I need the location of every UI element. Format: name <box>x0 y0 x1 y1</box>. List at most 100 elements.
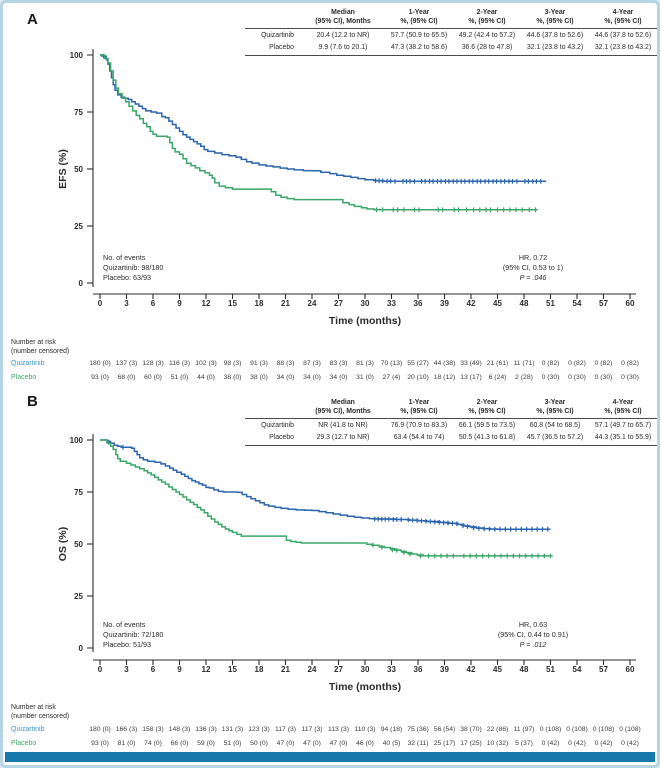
risk-value: 44 (38) <box>433 360 456 367</box>
x-tick-label: 48 <box>520 299 529 308</box>
risk-value: 17 (25) <box>460 740 482 747</box>
km-curve-placebo <box>100 54 538 211</box>
y-tick-label: 0 <box>79 644 84 653</box>
km-curve-quizartinib <box>100 54 547 183</box>
risk-value: 18 (12) <box>433 374 456 381</box>
risk-value: 55 (27) <box>407 360 429 367</box>
stats-value: NR (41.8 to NR) <box>318 421 368 429</box>
events-note-line: Quizartinib: 72/180 <box>103 629 164 639</box>
hr-note-line: HR, 0.72 <box>518 253 548 262</box>
risk-value: 6 (24) <box>488 374 507 381</box>
risk-value: 0 (42) <box>568 740 586 747</box>
x-tick-label: 9 <box>177 665 182 674</box>
risk-value: 81 (3) <box>356 360 374 367</box>
stats-column-header: 4-Year%, (95% CI) <box>589 8 657 30</box>
stats-value: 50.5 (41.3 to 61.8) <box>453 431 521 446</box>
stats-row-quizartinib: Quizartinib NR (41.8 to NR) 76.9 (70.9 to … <box>245 419 657 432</box>
risk-value: 59 (0) <box>197 740 215 747</box>
risk-value: 0 (42) <box>541 740 560 747</box>
stats-value: 49.2 (42.4 to 57.2) <box>458 31 516 39</box>
risk-value: 81 (0) <box>117 740 136 747</box>
stats-row-placebo: Placebo 9.9 (7.6 to 20.1) 47.3 (38.2 to 58… <box>245 41 657 56</box>
risk-value: 0 (108) <box>566 726 588 733</box>
efs-risk-row-quizartinib: Quizartinib 180 (0) 137 (3) 128 (3) 116 (3)… <box>3 360 657 370</box>
stats-value: 63.4 (54.4 to 74) <box>385 431 453 446</box>
stats-value: 45.7 (36.5 to 57.2) <box>521 431 589 446</box>
x-tick-label: 54 <box>573 665 582 674</box>
risk-value: 31 (0) <box>356 374 374 381</box>
risk-title-line: Number at risk <box>11 704 56 711</box>
stats-value: 44.6 (37.8 to 52.6) <box>594 31 652 39</box>
stats-value: 36.6 (28 to 47.8) <box>453 41 521 56</box>
stats-row-label: Quizartinib <box>261 421 294 429</box>
risk-value: 66 (0) <box>170 740 189 747</box>
risk-value: 148 (3) <box>168 726 191 733</box>
risk-value: 102 (3) <box>195 360 217 367</box>
panel-a-label: A <box>27 11 38 28</box>
y-tick-label: 100 <box>70 51 84 60</box>
risk-value: 110 (3) <box>354 726 376 733</box>
stats-value: 44.3 (35.1 to 55.9) <box>589 431 657 446</box>
stats-header-empty <box>245 8 301 30</box>
os-risk-row-quizartinib: Quizartinib 180 (0) 166 (3) 158 (3) 148 (3)… <box>3 726 657 736</box>
risk-value: 88 (3) <box>276 360 295 367</box>
risk-value: 13 (17) <box>460 374 482 381</box>
x-tick-label: 12 <box>202 299 211 308</box>
risk-value: 0 (42) <box>621 740 639 747</box>
efs-risk-title: Number at risk (number censored) <box>11 338 69 357</box>
risk-value: 70 (13) <box>380 360 403 367</box>
censor-marks-quizartinib <box>101 53 544 184</box>
x-tick-label: 42 <box>467 665 476 674</box>
risk-value: 83 (3) <box>329 360 348 367</box>
km-curve-placebo <box>100 439 551 557</box>
hr-note-pvalue: P = .012 <box>519 639 547 649</box>
x-axis-title: Time (months) <box>329 315 401 327</box>
risk-value: 60 (0) <box>144 374 162 381</box>
stats-column-header: 3-Year%, (95% CI) <box>521 398 589 420</box>
x-tick-label: 6 <box>151 299 156 308</box>
risk-value: 87 (3) <box>303 360 321 367</box>
risk-row-label: Quizartinib <box>11 726 45 733</box>
stats-value: 66.1 (59.5 to 73.5) <box>458 421 516 429</box>
risk-value: 91 (3) <box>250 360 268 367</box>
risk-value: 38 (70) <box>460 726 482 733</box>
risk-value: 51 (0) <box>223 740 242 747</box>
risk-value: 0 (30) <box>568 374 586 381</box>
x-tick-label: 12 <box>202 665 211 674</box>
x-tick-label: 24 <box>308 299 317 308</box>
x-tick-label: 36 <box>414 665 423 674</box>
y-tick-label: 0 <box>79 279 84 288</box>
stats-value: 44.6 (37.8 to 52.6) <box>526 31 584 39</box>
stats-value: 57.7 (50.9 to 65.5) <box>390 31 448 39</box>
x-tick-label: 0 <box>98 299 103 308</box>
x-tick-label: 33 <box>387 299 396 308</box>
risk-value: 131 (3) <box>221 726 244 733</box>
risk-value: 166 (3) <box>115 726 138 733</box>
risk-value: 33 (49) <box>460 360 482 367</box>
stats-value: 57.1 (49.7 to 65.7) <box>594 421 652 429</box>
risk-value: 0 (108) <box>619 726 641 733</box>
os-hr-note: HR, 0.63 (95% CI, 0.44 to 0.91) P = .012 <box>458 620 608 650</box>
stats-row-label: Placebo <box>245 41 301 56</box>
risk-value: 123 (3) <box>248 726 270 733</box>
risk-value: 0 (30) <box>594 374 613 381</box>
risk-value: 44 (0) <box>197 374 215 381</box>
risk-title-line: Number at risk <box>11 339 56 346</box>
x-tick-label: 24 <box>308 665 317 674</box>
risk-value: 136 (3) <box>195 726 217 733</box>
risk-value: 47 (0) <box>276 740 295 747</box>
stats-value: 32.1 (23.8 to 43.2) <box>589 41 657 56</box>
x-axis-title: Time (months) <box>329 681 401 693</box>
risk-value: 117 (3) <box>301 726 323 733</box>
risk-value: 34 (0) <box>329 374 348 381</box>
os-events-note: No. of events Quizartinib: 72/180 Placeb… <box>103 620 163 650</box>
events-note-line: No. of events <box>103 620 146 629</box>
risk-value: 68 (0) <box>117 374 136 381</box>
stats-column-header: 3-Year%, (95% CI) <box>521 8 589 30</box>
hr-note-line: (95% CI, 0.44 to 0.91) <box>497 629 569 639</box>
risk-value: 21 (61) <box>486 360 509 367</box>
risk-subtitle-line: (number censored) <box>11 713 70 721</box>
x-tick-label: 0 <box>98 665 103 674</box>
